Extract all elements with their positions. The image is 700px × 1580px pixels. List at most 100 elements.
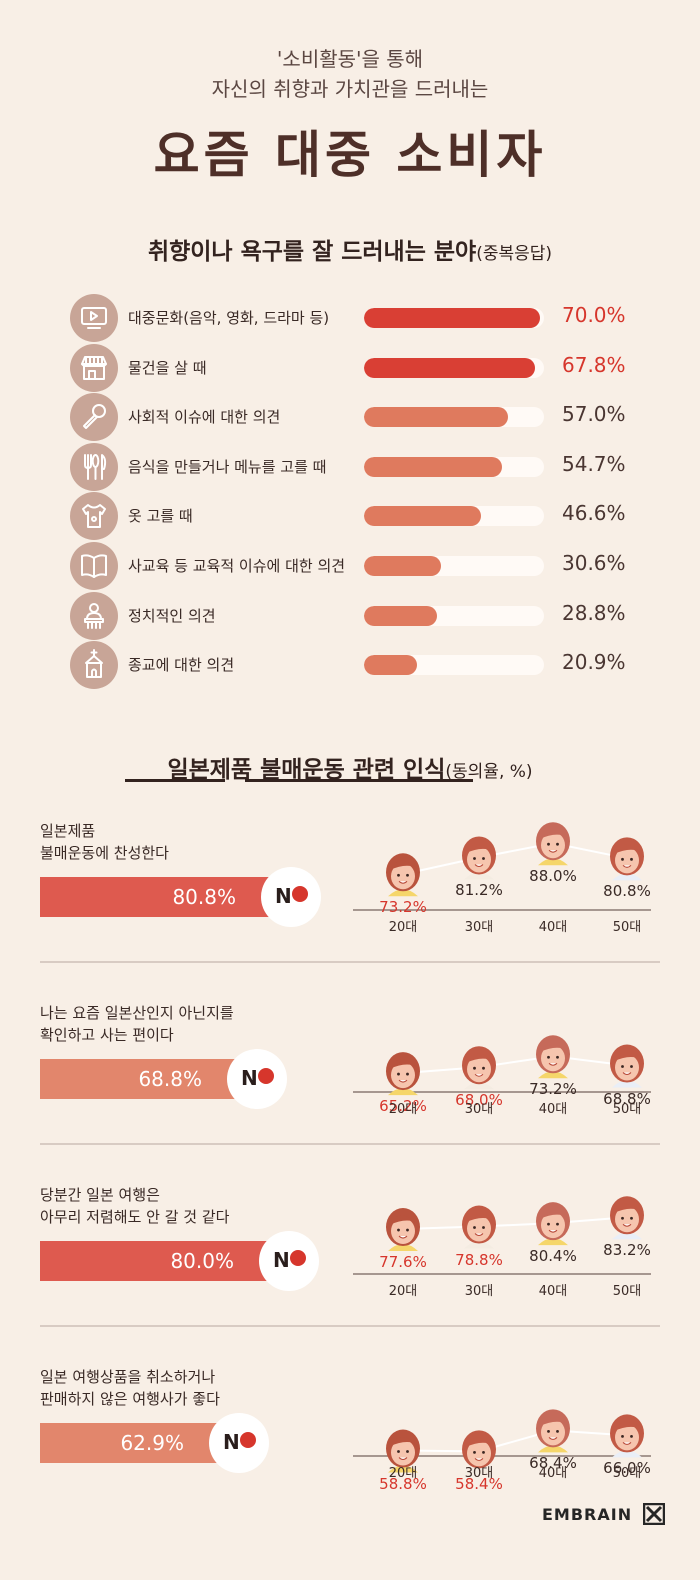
shop-icon-glyph bbox=[81, 355, 107, 380]
podium-icon bbox=[70, 591, 118, 640]
age-trend-line bbox=[402, 1216, 628, 1231]
face-icon bbox=[386, 1429, 420, 1473]
preference-label: 옷 고를 때 bbox=[128, 507, 193, 526]
question-block: 일본 여행상품을 취소하거나 판매하지 않은 여행사가 좋다 62.9% N 58.8%… bbox=[40, 1366, 660, 1506]
bar bbox=[364, 556, 442, 576]
bar-track bbox=[364, 506, 544, 527]
bar-track bbox=[364, 407, 544, 428]
face-icon bbox=[386, 1052, 420, 1096]
header-line-1: '소비활동'을 통해 bbox=[276, 47, 424, 71]
preference-label: 대중문화(음악, 영화, 드라마 등) bbox=[128, 309, 330, 327]
section-divider bbox=[40, 961, 660, 963]
question-text: 일본 여행상품을 취소하거나 판매하지 않은 여행사가 좋다 bbox=[40, 1366, 220, 1410]
no-badge: N bbox=[209, 1413, 269, 1473]
age-value-label: 68.8% bbox=[603, 1089, 651, 1108]
face-icon bbox=[610, 1044, 644, 1088]
no-badge-letter: N bbox=[275, 884, 292, 908]
face-icon bbox=[462, 836, 496, 880]
agree-bar bbox=[40, 1059, 240, 1099]
age-category-label: 40대 bbox=[538, 1102, 568, 1117]
podium-icon-glyph bbox=[84, 602, 104, 629]
church-icon-glyph bbox=[85, 649, 103, 679]
bar-value-label: 46.6% bbox=[562, 501, 626, 526]
age-value-label: 68.4% bbox=[529, 1454, 577, 1473]
bar bbox=[364, 407, 508, 428]
embrain-logo: EMBRAIN bbox=[542, 1502, 665, 1526]
shirt-icon bbox=[70, 492, 118, 541]
section1-heading: 취향이나 욕구를 잘 드러내는 분야(중복응답) bbox=[0, 232, 700, 266]
no-badge-letter: N bbox=[241, 1066, 258, 1090]
no-badge-dot bbox=[240, 1432, 256, 1448]
bar-track bbox=[364, 308, 544, 328]
age-value-label: 88.0% bbox=[529, 867, 577, 886]
agree-bar bbox=[40, 1241, 272, 1281]
bar-track bbox=[364, 605, 544, 626]
preference-row: 물건을 살 때 67.8% bbox=[70, 343, 670, 392]
agree-bar bbox=[40, 877, 274, 917]
microphone-icon-glyph bbox=[83, 404, 106, 430]
no-badge-letter: N bbox=[273, 1248, 290, 1272]
page-title: 요즘 대중 소비자 bbox=[153, 126, 547, 184]
face-icon bbox=[462, 1430, 496, 1474]
age-category-label: 30대 bbox=[464, 1102, 494, 1117]
preference-row: 음식을 만들거나 메뉴를 고를 때 54.7% bbox=[70, 442, 670, 491]
age-category-label: 20대 bbox=[388, 1466, 418, 1481]
shirt-icon-glyph bbox=[82, 504, 106, 529]
logo-mark-icon bbox=[642, 1502, 665, 1526]
face-icon bbox=[610, 1414, 644, 1458]
bar bbox=[364, 308, 541, 328]
preference-label: 음식을 만들거나 메뉴를 고를 때 bbox=[128, 457, 327, 476]
bar-track bbox=[364, 655, 544, 676]
age-value-label: 73.2% bbox=[379, 898, 427, 917]
age-chart-svg bbox=[353, 822, 651, 911]
question-text: 나는 요즘 일본산인지 아닌지를 확인하고 사는 편이다 bbox=[40, 1002, 234, 1046]
age-category-label: 30대 bbox=[464, 920, 494, 935]
age-chart-svg bbox=[353, 1196, 651, 1275]
question-block: 당분간 일본 여행은 아무리 저렴해도 안 갈 것 같다 80.0% N 77.6% 20… bbox=[40, 1184, 660, 1324]
age-category-label: 50대 bbox=[612, 1466, 642, 1481]
face-icon bbox=[610, 837, 644, 881]
agree-bar-value: 62.9% bbox=[120, 1431, 184, 1455]
question-line: 나는 요즘 일본산인지 아닌지를 bbox=[40, 1004, 234, 1022]
book-icon bbox=[70, 542, 118, 590]
bar-value-label: 70.0% bbox=[562, 303, 626, 327]
age-category-label: 50대 bbox=[612, 1102, 642, 1117]
section2-title: 일본제품 불매운동 관련 인식 bbox=[167, 757, 446, 783]
no-badge: N bbox=[227, 1049, 287, 1109]
section2-heading: 일본제품 불매운동 관련 인식(동의율, %) bbox=[0, 750, 700, 784]
preference-row: 종교에 대한 의견 20.9% bbox=[70, 641, 670, 690]
bar-track bbox=[364, 556, 544, 576]
bar bbox=[364, 506, 482, 527]
age-chart: 77.6% 20대 78.8% 30대 80.4% 40대 83.2% 50대 bbox=[353, 1184, 653, 1334]
bar bbox=[364, 605, 437, 626]
no-badge-dot bbox=[292, 886, 308, 902]
question-block: 일본제품 불매운동에 찬성한다 80.8% N 73.2% 20대 81.2% 30대 88.0… bbox=[40, 820, 660, 960]
section-divider bbox=[40, 1325, 660, 1327]
question-line: 아무리 저렴해도 안 갈 것 같다 bbox=[40, 1208, 230, 1226]
logo-text: EMBRAIN bbox=[542, 1505, 633, 1524]
age-value-label: 80.4% bbox=[529, 1247, 577, 1266]
shop-icon bbox=[70, 343, 118, 392]
age-category-label: 50대 bbox=[612, 920, 642, 935]
no-badge: N bbox=[261, 867, 321, 927]
age-chart-svg bbox=[353, 1409, 651, 1474]
tv-icon bbox=[70, 294, 118, 342]
face-icon bbox=[386, 853, 420, 897]
face-icon bbox=[462, 1046, 496, 1090]
no-badge-dot bbox=[290, 1250, 306, 1266]
question-line: 일본제품 bbox=[40, 822, 96, 840]
book-icon-glyph bbox=[81, 554, 107, 578]
preference-label: 사교육 등 교육적 이슈에 대한 의견 bbox=[128, 557, 346, 575]
preference-row: 사회적 이슈에 대한 의견 57.0% bbox=[70, 393, 670, 442]
microphone-icon bbox=[70, 393, 118, 442]
age-value-label: 81.2% bbox=[455, 881, 503, 900]
bar-value-label: 30.6% bbox=[562, 551, 626, 575]
question-line: 불매운동에 찬성한다 bbox=[40, 844, 169, 862]
age-value-label: 58.4% bbox=[455, 1475, 503, 1494]
bar-value-label: 67.8% bbox=[562, 352, 626, 377]
age-trend-line bbox=[402, 1055, 628, 1075]
section-divider bbox=[40, 1143, 660, 1145]
preference-label: 물건을 살 때 bbox=[128, 358, 207, 377]
agree-bar-value: 68.8% bbox=[138, 1067, 202, 1091]
bar-track bbox=[364, 456, 544, 477]
